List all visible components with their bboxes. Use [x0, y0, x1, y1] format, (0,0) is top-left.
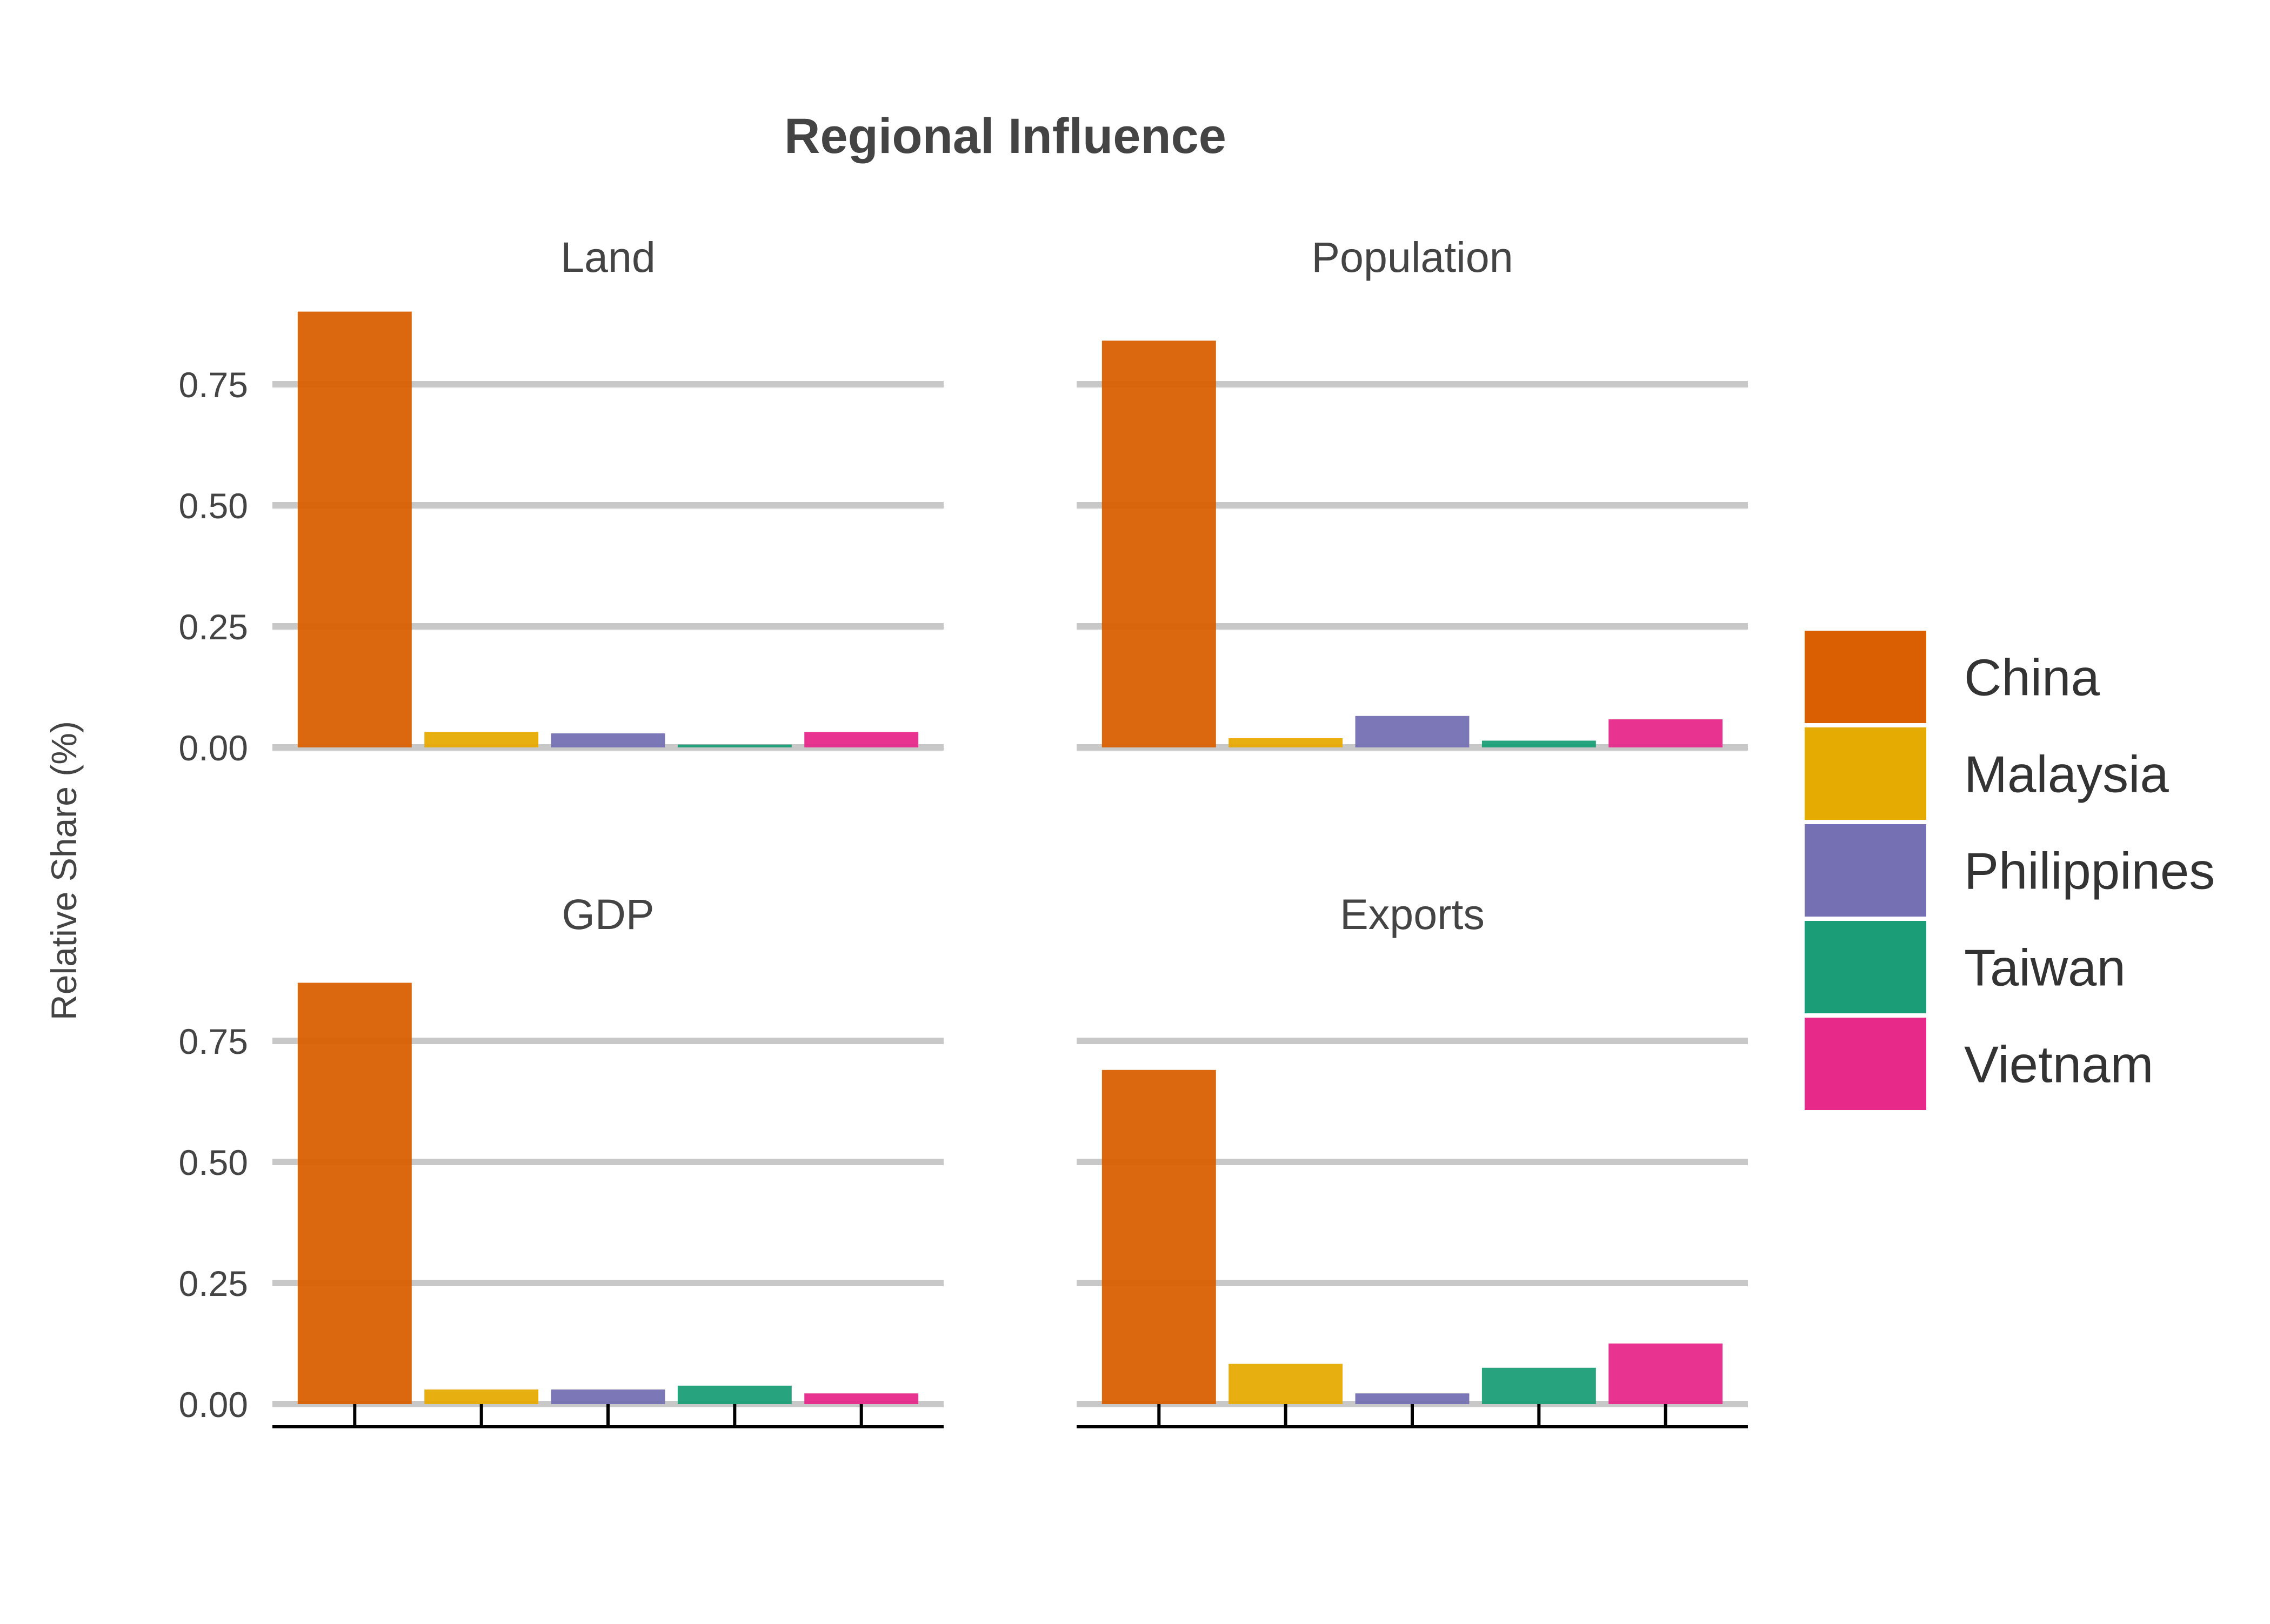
panels: Land 0.00 0.25 0.50 0.75 Population GDP 0.00 0.2… — [179, 233, 1748, 1428]
bar-malaysia — [424, 732, 539, 747]
legend-label: Vietnam — [1964, 1036, 2153, 1094]
bar-taiwan — [1481, 1367, 1596, 1404]
panel-land: Land 0.00 0.25 0.50 0.75 — [179, 233, 944, 768]
bar-philippines — [551, 733, 665, 747]
legend-item-philippines: Philippines — [1805, 824, 2215, 917]
panel-title: Exports — [1340, 890, 1485, 938]
bar-malaysia — [424, 1389, 539, 1404]
bar-malaysia — [1229, 738, 1343, 747]
bar-malaysia — [1229, 1364, 1343, 1404]
bar-taiwan — [677, 744, 792, 747]
panel-title: Population — [1311, 233, 1513, 281]
legend: China Malaysia Philippines Taiwan Vietnam — [1805, 631, 2215, 1110]
legend-swatch-taiwan — [1805, 921, 1926, 1013]
legend-item-china: China — [1805, 631, 2100, 723]
panel-title: GDP — [562, 890, 654, 938]
bar-china — [297, 311, 412, 747]
legend-label: Taiwan — [1964, 939, 2126, 997]
legend-label: Philippines — [1964, 843, 2215, 900]
bar-taiwan — [1481, 740, 1596, 747]
bar-vietnam — [1608, 1344, 1723, 1404]
legend-swatch-malaysia — [1805, 727, 1926, 820]
bar-philippines — [1355, 716, 1470, 747]
y-tick-label: 0.50 — [179, 1142, 248, 1182]
legend-swatch-vietnam — [1805, 1018, 1926, 1110]
bar-philippines — [1355, 1393, 1470, 1404]
y-tick-label: 0.25 — [179, 607, 248, 647]
y-tick-label: 0.00 — [179, 728, 248, 768]
legend-swatch-philippines — [1805, 824, 1926, 917]
bar-vietnam — [804, 732, 919, 747]
legend-label: Malaysia — [1964, 746, 2169, 804]
y-tick-label: 0.75 — [179, 365, 248, 405]
panel-exports: Exports — [1077, 890, 1748, 1428]
bar-china — [1101, 340, 1216, 747]
y-axis-label: Relative Share (%) — [44, 721, 84, 1020]
bar-china — [1101, 1070, 1216, 1404]
bar-china — [297, 983, 412, 1404]
legend-item-taiwan: Taiwan — [1805, 921, 2126, 1013]
panel-title: Land — [560, 233, 656, 281]
bar-philippines — [551, 1389, 665, 1404]
panel-population: Population — [1077, 233, 1748, 751]
legend-label: China — [1964, 649, 2100, 707]
bar-vietnam — [1608, 719, 1723, 747]
panel-gdp: GDP 0.00 0.25 0.50 0.75 — [179, 890, 944, 1428]
y-tick-label: 0.00 — [179, 1385, 248, 1425]
chart-title: Regional Influence — [784, 109, 1226, 164]
y-tick-label: 0.75 — [179, 1021, 248, 1061]
legend-item-vietnam: Vietnam — [1805, 1018, 2153, 1110]
bar-taiwan — [677, 1385, 792, 1404]
legend-swatch-china — [1805, 631, 1926, 723]
bar-vietnam — [804, 1393, 919, 1404]
y-tick-label: 0.25 — [179, 1264, 248, 1304]
y-tick-label: 0.50 — [179, 486, 248, 526]
legend-item-malaysia: Malaysia — [1805, 727, 2169, 820]
